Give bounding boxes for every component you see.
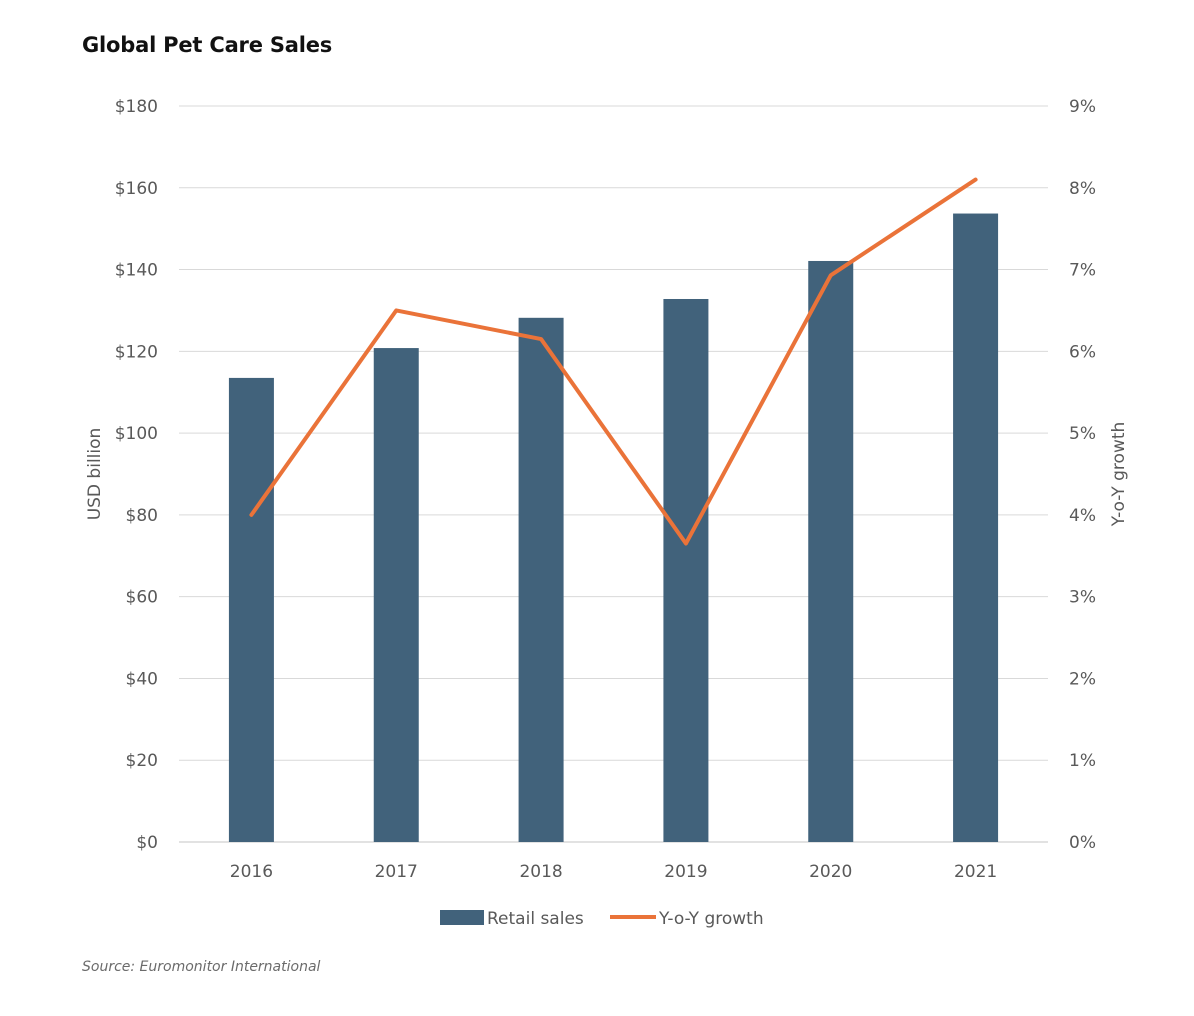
gridlines [179,105,1048,843]
x-tick-label: 2016 [230,862,273,882]
growth-line [249,177,978,546]
yoy-growth-line [249,177,978,546]
y-tick-label-right: 6% [1069,342,1096,362]
y-tick-label-left: $120 [115,342,158,362]
y-tick-label-left: $140 [115,261,158,281]
y-tick-label-right: 5% [1069,424,1096,444]
bar-2016 [228,377,274,842]
y-tick-label-right: 9% [1069,97,1096,117]
y-tick-label-right: 3% [1069,588,1096,608]
y-tick-label-left: $100 [115,424,158,444]
bar-2018 [518,317,564,842]
bar-2021 [953,213,999,842]
y-axis-title-left: USD billion [85,428,105,521]
legend-label-yoy-growth: Y-o-Y growth [658,909,764,929]
y-tick-label-left: $160 [115,179,158,199]
bars [228,213,999,843]
y-tick-label-right: 2% [1069,669,1096,689]
y-tick-label-left: $40 [126,669,158,689]
x-tick-label: 2017 [375,862,418,882]
legend: Retail sales Y-o-Y growth [440,909,764,929]
legend-label-retail-sales: Retail sales [487,909,584,929]
x-axis: 2016 2017 2018 2019 2020 2021 [230,862,997,882]
y-axis-title-right: Y-o-Y growth [1109,422,1129,528]
source-note: Source: Euromonitor International [82,959,321,975]
x-tick-label: 2018 [519,862,562,882]
y-tick-label-left: $60 [126,588,158,608]
chart-title: Global Pet Care Sales [82,33,333,57]
legend-swatch-retail-sales [440,910,484,925]
y-tick-label-left: $20 [126,751,158,771]
y-tick-label-right: 0% [1069,833,1096,853]
y-tick-label-right: 8% [1069,179,1096,199]
bar-2019 [663,298,709,842]
y-tick-label-left: $80 [126,506,158,526]
bar-2020 [808,260,854,843]
left-axis: $0 $20 $40 $60 $80 $100 $120 $140 $160 $180 [115,97,158,853]
x-tick-label: 2021 [954,862,997,882]
x-tick-label: 2020 [809,862,852,882]
bar-2017 [373,348,419,842]
y-tick-label-right: 4% [1069,506,1096,526]
right-axis: 0% 1% 2% 3% 4% 5% 6% 7% 8% 9% [1069,97,1096,853]
y-tick-label-left: $180 [115,97,158,117]
y-tick-label-right: 7% [1069,261,1096,281]
y-tick-label-right: 1% [1069,751,1096,771]
x-tick-label: 2019 [664,862,707,882]
y-tick-label-left: $0 [136,833,158,853]
